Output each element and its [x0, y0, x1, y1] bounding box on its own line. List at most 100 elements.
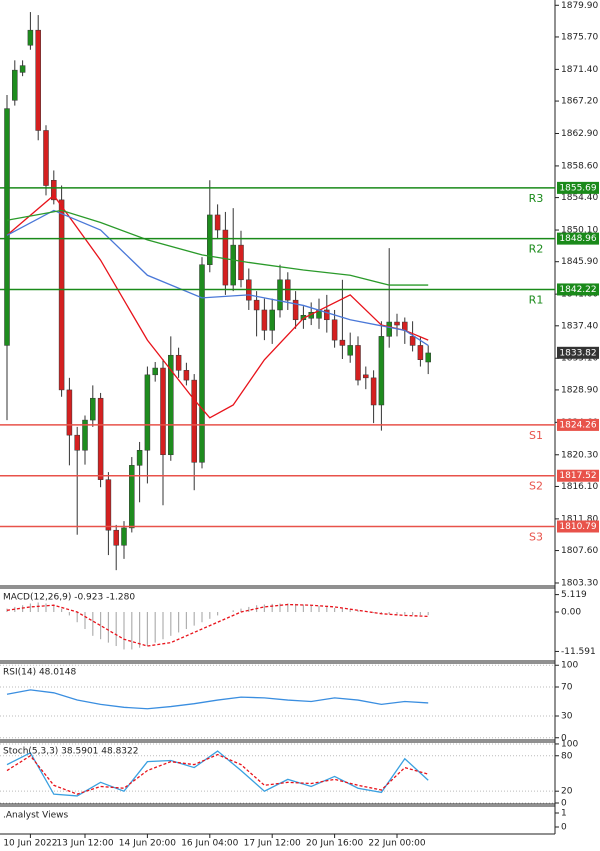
candle-body — [35, 29, 41, 131]
y-tick-label: 100 — [561, 661, 578, 671]
level-name: S1 — [529, 429, 543, 442]
y-tick-label: 1845.90 — [561, 257, 598, 267]
candle-body — [386, 321, 392, 337]
y-tick-label: 100 — [561, 739, 578, 749]
candle-body — [19, 65, 26, 73]
level-value: 1848.96 — [559, 234, 596, 244]
candle-body — [214, 214, 221, 231]
y-tick-label: 0 — [561, 823, 567, 833]
candle-body — [51, 179, 57, 201]
level-tag — [557, 181, 599, 194]
candle-body — [207, 214, 213, 265]
y-tick-label: 1875.70 — [561, 32, 598, 42]
candle-body — [160, 367, 166, 456]
x-tick-label: 22 Jun 00:00 — [368, 839, 425, 849]
y-tick-label: 80 — [561, 751, 573, 761]
candle-body — [58, 199, 65, 391]
y-tick-label: 0.00 — [561, 608, 581, 618]
x-tick-label: 20 Jun 16:00 — [306, 839, 363, 849]
y-tick-label: -11.591 — [561, 647, 596, 657]
candle-body — [409, 336, 416, 346]
candle-body — [105, 479, 112, 531]
y-tick-label: 1820.30 — [561, 450, 598, 460]
indicator-line — [6, 603, 429, 647]
y-tick-label: 1803.30 — [561, 578, 598, 588]
level-name: S3 — [529, 530, 543, 543]
candle-body — [43, 130, 49, 186]
candle-body — [74, 434, 80, 451]
indicator-line — [6, 689, 429, 710]
level-tag — [557, 283, 599, 296]
candle-body — [113, 529, 119, 546]
candle-body — [12, 69, 18, 101]
candle-body — [261, 309, 268, 331]
level-value: 1810.79 — [559, 522, 596, 532]
candle-body — [378, 336, 385, 406]
level-value: 1842.22 — [559, 285, 596, 295]
level-tag — [557, 418, 599, 431]
y-tick-label: 30 — [561, 712, 573, 722]
candle-body — [363, 374, 369, 379]
candle-body — [292, 299, 299, 321]
candle-body — [136, 449, 143, 466]
y-tick-label: 1871.40 — [561, 65, 598, 75]
candle-body — [238, 244, 244, 281]
panel-title: .Analyst Views — [3, 811, 68, 821]
candle-body — [269, 309, 275, 331]
y-tick-label: 1828.90 — [561, 385, 598, 395]
panel-title: MACD(12,26,9) -0.923 -1.280 — [3, 593, 135, 603]
level-tag — [557, 520, 599, 533]
panel-title: Stoch(5,3,3) 38.5901 48.8322 — [3, 747, 138, 757]
level-name: R3 — [529, 192, 544, 205]
y-tick-label: 70 — [561, 682, 573, 692]
y-tick-label: 1837.40 — [561, 321, 598, 331]
indicator-line — [6, 194, 429, 419]
y-tick-label: 5.119 — [561, 590, 587, 600]
indicator-line — [6, 753, 429, 795]
level-name: R2 — [529, 243, 544, 256]
level-value: 1824.26 — [559, 420, 596, 430]
level-value: 1855.69 — [559, 183, 596, 193]
candle-body — [82, 419, 88, 451]
x-tick-label: 17 Jun 12:00 — [244, 839, 301, 849]
candle-body — [175, 354, 182, 371]
level-name: S2 — [529, 480, 543, 493]
y-tick-label: 1879.90 — [561, 1, 598, 11]
candle-body — [152, 367, 158, 376]
candle-body — [144, 374, 151, 451]
candle-body — [121, 527, 127, 546]
y-tick-label: 1858.60 — [561, 161, 598, 171]
x-tick-label: 13 Jun 12:00 — [56, 839, 113, 849]
candle-body — [27, 29, 34, 46]
x-tick-label: 10 Jun 2022 — [3, 839, 57, 849]
candle-body — [183, 370, 190, 381]
candle-body — [230, 244, 236, 286]
candle-body — [324, 309, 330, 321]
y-tick-label: 1850.10 — [561, 226, 598, 236]
x-tick-label: 16 Jun 04:00 — [181, 839, 238, 849]
candle-body — [347, 345, 353, 356]
candle-body — [277, 279, 283, 311]
y-tick-label: 0 — [561, 733, 567, 743]
candle-body — [90, 397, 96, 421]
candle-body — [253, 299, 260, 311]
level-tag — [557, 232, 599, 245]
candle-body — [191, 379, 197, 463]
level-value: 1817.52 — [559, 471, 596, 481]
candle-body — [97, 397, 104, 480]
indicator-line — [6, 209, 429, 286]
candle-body — [4, 108, 10, 346]
y-tick-label: 1854.40 — [561, 193, 598, 203]
y-tick-label: 1867.20 — [561, 97, 598, 107]
candle-body — [222, 229, 229, 286]
candle-body — [370, 377, 377, 406]
y-tick-label: 1811.80 — [561, 514, 598, 524]
panel-title: RSI(14) 48.0148 — [3, 668, 76, 678]
level-tag — [557, 469, 599, 482]
candle-body — [355, 345, 361, 381]
indicator-line — [6, 209, 429, 346]
y-tick-label: 0 — [561, 798, 567, 808]
candle-body — [402, 321, 408, 331]
x-tick-label: 14 Jun 20:00 — [119, 839, 176, 849]
